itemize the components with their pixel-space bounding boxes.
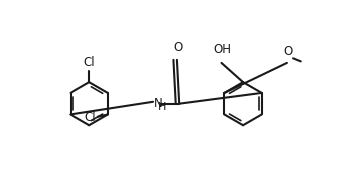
Text: N: N [154, 97, 163, 110]
Text: OH: OH [213, 43, 231, 56]
Text: Cl: Cl [83, 56, 95, 69]
Text: H: H [158, 102, 166, 112]
Text: Cl: Cl [85, 111, 96, 124]
Text: O: O [283, 45, 292, 58]
Text: O: O [174, 41, 183, 55]
